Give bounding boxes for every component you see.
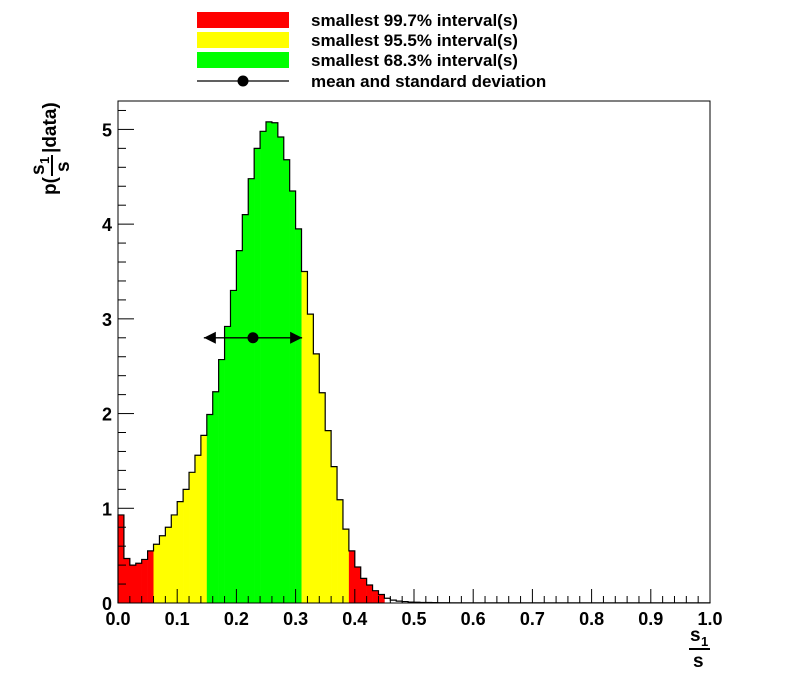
histogram-bar: [254, 148, 261, 603]
histogram-bar: [307, 314, 314, 603]
mean-marker: [247, 332, 259, 344]
histogram-bar: [230, 290, 237, 603]
histogram-bar: [171, 514, 178, 603]
histogram-bar: [224, 326, 231, 603]
histogram-bar: [360, 578, 367, 603]
histogram-bar: [141, 559, 148, 603]
legend-mean-marker: [237, 75, 249, 87]
y-tick-label: 2: [102, 405, 112, 425]
histogram-bar: [189, 472, 196, 603]
y-tick-label: 4: [102, 215, 112, 235]
histogram-bar: [165, 527, 172, 603]
histogram-bar: [236, 250, 243, 603]
histogram-bar: [129, 565, 137, 603]
mean-std-marker: [203, 331, 303, 344]
histogram-bar: [159, 535, 166, 603]
legend-label: smallest 68.3% interval(s): [311, 51, 518, 70]
legend-label: smallest 95.5% interval(s): [311, 31, 518, 50]
histogram-bar: [266, 121, 273, 603]
histogram-bar: [123, 558, 131, 603]
x-tick-label: 0.8: [579, 609, 604, 629]
histogram-bar: [283, 159, 290, 603]
histogram-bar: [277, 136, 285, 604]
histogram-bar: [301, 271, 308, 603]
histogram-bar: [372, 590, 379, 603]
x-axis-label: s 1s: [689, 625, 710, 672]
histogram-bar: [271, 122, 279, 603]
y-tick-label: 5: [102, 120, 112, 140]
histogram-bar: [354, 567, 362, 603]
histogram-bar: [212, 391, 219, 603]
histogram-bar: [177, 501, 184, 603]
x-tick-label: 0.6: [461, 609, 486, 629]
x-label-numerator-sub: 1: [701, 634, 708, 649]
legend-label: mean and standard deviation: [311, 72, 546, 91]
histogram-bar: [342, 529, 350, 603]
x-label-denominator: s: [693, 651, 704, 672]
std-arrow-right: [290, 331, 303, 344]
legend-swatch: [197, 32, 289, 48]
legend: smallest 99.7% interval(s)smallest 95.5%…: [197, 11, 546, 91]
histogram-bar: [337, 499, 344, 603]
x-tick-label: 1.0: [697, 609, 722, 629]
x-tick-label: 0.1: [165, 609, 190, 629]
histogram-bar: [194, 455, 202, 603]
histogram-bar: [135, 563, 142, 603]
y-tick-label: 1: [102, 499, 112, 519]
histogram-bar: [200, 435, 208, 603]
y-label-suffix: |data): [40, 102, 61, 153]
legend-swatch: [197, 52, 289, 68]
histogram-bar: [319, 392, 326, 603]
histogram-bar: [147, 550, 154, 603]
y-tick-label: 3: [102, 310, 112, 330]
x-tick-label: 0.2: [224, 609, 249, 629]
histogram-bar: [366, 585, 373, 603]
y-axis-label: p(s1s|data): [28, 102, 74, 195]
y-label-denominator: s: [53, 161, 74, 172]
histogram-bar: [118, 514, 125, 603]
x-label-numerator: s: [690, 625, 701, 646]
legend-swatch: [197, 12, 289, 28]
x-tick-label: 0.4: [342, 609, 367, 629]
histogram-bar: [206, 414, 214, 603]
x-tick-label: 0.0: [105, 609, 130, 629]
histogram-bar: [248, 178, 255, 604]
histogram-bar: [331, 466, 338, 603]
histogram-bar: [260, 131, 267, 603]
std-arrow-left: [203, 331, 216, 344]
y-label-numerator: s: [28, 164, 49, 175]
x-axis: 0.0 0.1 0.2 0.3 0.4 0.5 0.6 0.7 0.8 0.9 1.0: [105, 589, 723, 629]
histogram-bar: [183, 489, 190, 603]
histogram-bars: [118, 121, 385, 604]
histogram-bar: [348, 550, 356, 603]
histogram-bar: [289, 190, 296, 603]
histogram-bar: [295, 228, 302, 603]
x-tick-label: 0.5: [401, 609, 426, 629]
x-tick-label: 0.3: [283, 609, 308, 629]
histogram-bar: [325, 430, 332, 603]
y-label-prefix: p(: [40, 176, 61, 195]
histogram-bar: [378, 594, 385, 603]
histogram-bar: [242, 214, 249, 603]
x-tick-label: 0.9: [638, 609, 663, 629]
y-label-numerator-sub: 1: [37, 157, 52, 164]
histogram-bar: [313, 353, 320, 603]
legend-label: smallest 99.7% interval(s): [311, 11, 518, 30]
y-axis: 0 1 2 3 4 5: [102, 109, 134, 614]
y-tick-label: 0: [102, 594, 112, 614]
histogram-bar: [218, 359, 225, 603]
histogram-bar: [153, 544, 160, 603]
x-tick-label: 0.7: [520, 609, 545, 629]
